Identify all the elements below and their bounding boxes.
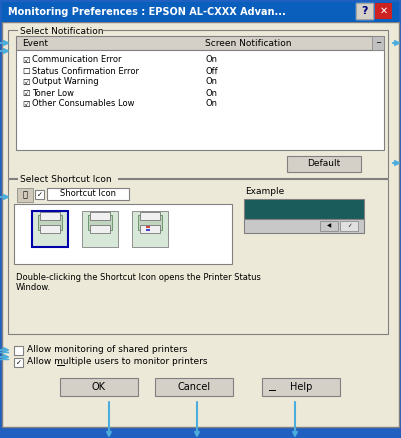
Text: Cancel: Cancel: [177, 382, 211, 392]
Text: On: On: [205, 88, 217, 98]
Text: ◀: ◀: [327, 223, 331, 229]
Text: ☑: ☑: [22, 78, 30, 86]
Text: Allow multiple users to monitor printers: Allow multiple users to monitor printers: [27, 357, 207, 367]
Bar: [8, 30, 388, 178]
Text: Monitoring Preferences : EPSON AL-CXXX Advan...: Monitoring Preferences : EPSON AL-CXXX A…: [8, 7, 286, 17]
Bar: [90, 212, 110, 220]
Text: Output Warning: Output Warning: [32, 78, 99, 86]
Text: Select Notification: Select Notification: [20, 27, 103, 35]
Bar: [244, 219, 364, 233]
Bar: [88, 215, 112, 230]
Bar: [32, 211, 68, 247]
Bar: [38, 215, 62, 230]
Text: Default: Default: [308, 159, 340, 169]
Text: Status Confirmation Error: Status Confirmation Error: [32, 67, 139, 75]
Text: ☑: ☑: [22, 99, 30, 109]
Bar: [16, 50, 384, 150]
Bar: [138, 215, 162, 230]
Text: Allow monitoring of shared printers: Allow monitoring of shared printers: [27, 346, 187, 354]
Bar: [140, 225, 160, 233]
Bar: [18, 176, 118, 184]
Text: ✓: ✓: [347, 223, 351, 229]
Bar: [60, 378, 138, 396]
Bar: [18, 27, 103, 35]
Bar: [356, 3, 373, 19]
Bar: [35, 190, 44, 199]
Text: ✕: ✕: [379, 6, 387, 16]
Text: ☑: ☑: [22, 88, 30, 98]
Bar: [40, 212, 60, 220]
Bar: [372, 36, 384, 50]
Bar: [244, 199, 364, 219]
Text: On: On: [205, 56, 217, 64]
Bar: [16, 36, 384, 50]
Bar: [146, 229, 150, 231]
Text: Shortcut Icon: Shortcut Icon: [60, 190, 116, 198]
Text: ─: ─: [376, 40, 380, 46]
Bar: [82, 211, 118, 247]
Text: ✓: ✓: [16, 360, 21, 365]
Text: Other Consumables Low: Other Consumables Low: [32, 99, 134, 109]
Text: 🌐: 🌐: [22, 191, 28, 199]
Text: Example: Example: [245, 187, 284, 197]
Bar: [155, 378, 233, 396]
Text: Double-clicking the Shortcut Icon opens the Printer Status
Window.: Double-clicking the Shortcut Icon opens …: [16, 273, 261, 293]
Bar: [356, 3, 373, 19]
Bar: [2, 2, 399, 22]
Text: ?: ?: [361, 6, 368, 16]
Text: On: On: [205, 99, 217, 109]
Text: On: On: [205, 78, 217, 86]
Text: Toner Low: Toner Low: [32, 88, 74, 98]
Bar: [340, 221, 358, 231]
Bar: [146, 226, 150, 228]
Bar: [14, 346, 23, 355]
Bar: [262, 378, 340, 396]
Bar: [287, 156, 361, 172]
Text: Select Shortcut Icon: Select Shortcut Icon: [20, 176, 111, 184]
Text: Communication Error: Communication Error: [32, 56, 122, 64]
Bar: [132, 211, 168, 247]
Bar: [14, 358, 23, 367]
Bar: [47, 188, 129, 200]
Bar: [17, 188, 33, 202]
Text: Event: Event: [22, 39, 48, 47]
Bar: [140, 212, 160, 220]
Bar: [14, 204, 232, 264]
Text: Screen Notification: Screen Notification: [205, 39, 292, 47]
Bar: [40, 225, 60, 233]
Text: ☐: ☐: [22, 67, 30, 75]
Text: ☑: ☑: [22, 56, 30, 64]
Bar: [375, 3, 392, 19]
Text: ✓: ✓: [36, 191, 43, 198]
Bar: [90, 225, 110, 233]
Text: OK: OK: [92, 382, 106, 392]
Text: Help: Help: [290, 382, 312, 392]
Bar: [320, 221, 338, 231]
Bar: [8, 179, 388, 334]
Text: Off: Off: [205, 67, 218, 75]
